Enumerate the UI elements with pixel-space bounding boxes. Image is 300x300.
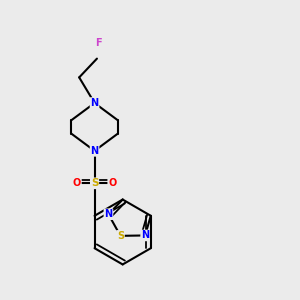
Text: S: S bbox=[91, 178, 98, 188]
Text: F: F bbox=[95, 38, 102, 48]
Text: N: N bbox=[91, 98, 99, 108]
Text: O: O bbox=[73, 178, 81, 188]
Text: N: N bbox=[141, 230, 149, 240]
Text: O: O bbox=[108, 178, 116, 188]
Text: S: S bbox=[117, 231, 124, 241]
Text: N: N bbox=[104, 209, 112, 219]
Text: N: N bbox=[91, 146, 99, 156]
